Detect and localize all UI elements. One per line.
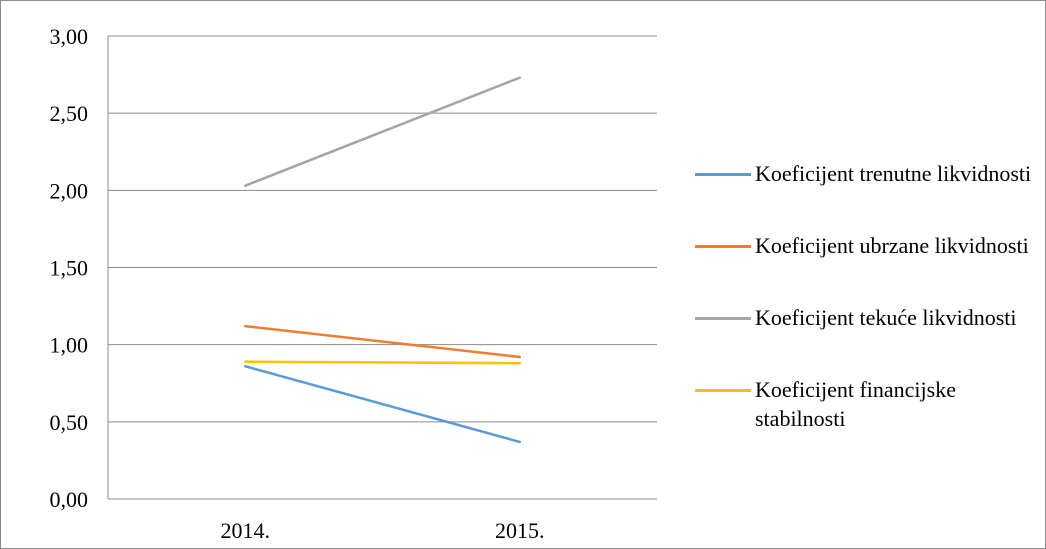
legend-item-0: Koeficijent trenutne likvidnosti bbox=[695, 159, 1040, 231]
series-line-3 bbox=[244, 360, 521, 365]
series-lines bbox=[244, 76, 521, 444]
x-tick-labels: 2014. 2015. bbox=[221, 518, 545, 543]
legend-label-2: Koeficijent tekuće likvidnosti bbox=[755, 305, 1017, 330]
legend-label-3: Koeficijent financijske stabilnosti bbox=[755, 377, 956, 431]
y-tick-label-4: 2,00 bbox=[50, 178, 89, 203]
y-tick-label-5: 2,50 bbox=[50, 101, 89, 126]
y-tick-label-1: 0,50 bbox=[50, 410, 89, 435]
y-tick-label-6: 3,00 bbox=[50, 24, 89, 49]
series-line-0 bbox=[244, 365, 521, 444]
legend-swatch-0 bbox=[695, 173, 751, 176]
y-tick-labels: 0,00 0,50 1,00 1,50 2,00 2,50 3,00 bbox=[50, 24, 89, 512]
gridlines bbox=[108, 35, 657, 423]
legend-label-1: Koeficijent ubrzane likvidnosti bbox=[755, 233, 1029, 258]
series-line-1 bbox=[244, 324, 521, 359]
legend-item-3: Koeficijent financijske stabilnosti bbox=[695, 375, 1040, 447]
legend-label-0: Koeficijent trenutne likvidnosti bbox=[755, 161, 1032, 186]
y-tick-label-3: 1,50 bbox=[50, 256, 89, 281]
legend-swatch-1 bbox=[695, 245, 751, 248]
y-tick-label-0: 0,00 bbox=[50, 487, 89, 512]
legend-swatch-3 bbox=[695, 389, 751, 392]
legend-swatch-2 bbox=[695, 317, 751, 320]
x-tick-label-0: 2014. bbox=[221, 518, 271, 543]
legend-item-2: Koeficijent tekuće likvidnosti bbox=[695, 303, 1040, 375]
legend-item-1: Koeficijent ubrzane likvidnosti bbox=[695, 231, 1040, 303]
x-tick-label-1: 2015. bbox=[495, 518, 545, 543]
series-line-2 bbox=[244, 76, 521, 187]
legend: Koeficijent trenutne likvidnosti Koefici… bbox=[695, 159, 1040, 447]
y-tick-label-2: 1,00 bbox=[50, 333, 89, 358]
axes bbox=[107, 36, 657, 500]
